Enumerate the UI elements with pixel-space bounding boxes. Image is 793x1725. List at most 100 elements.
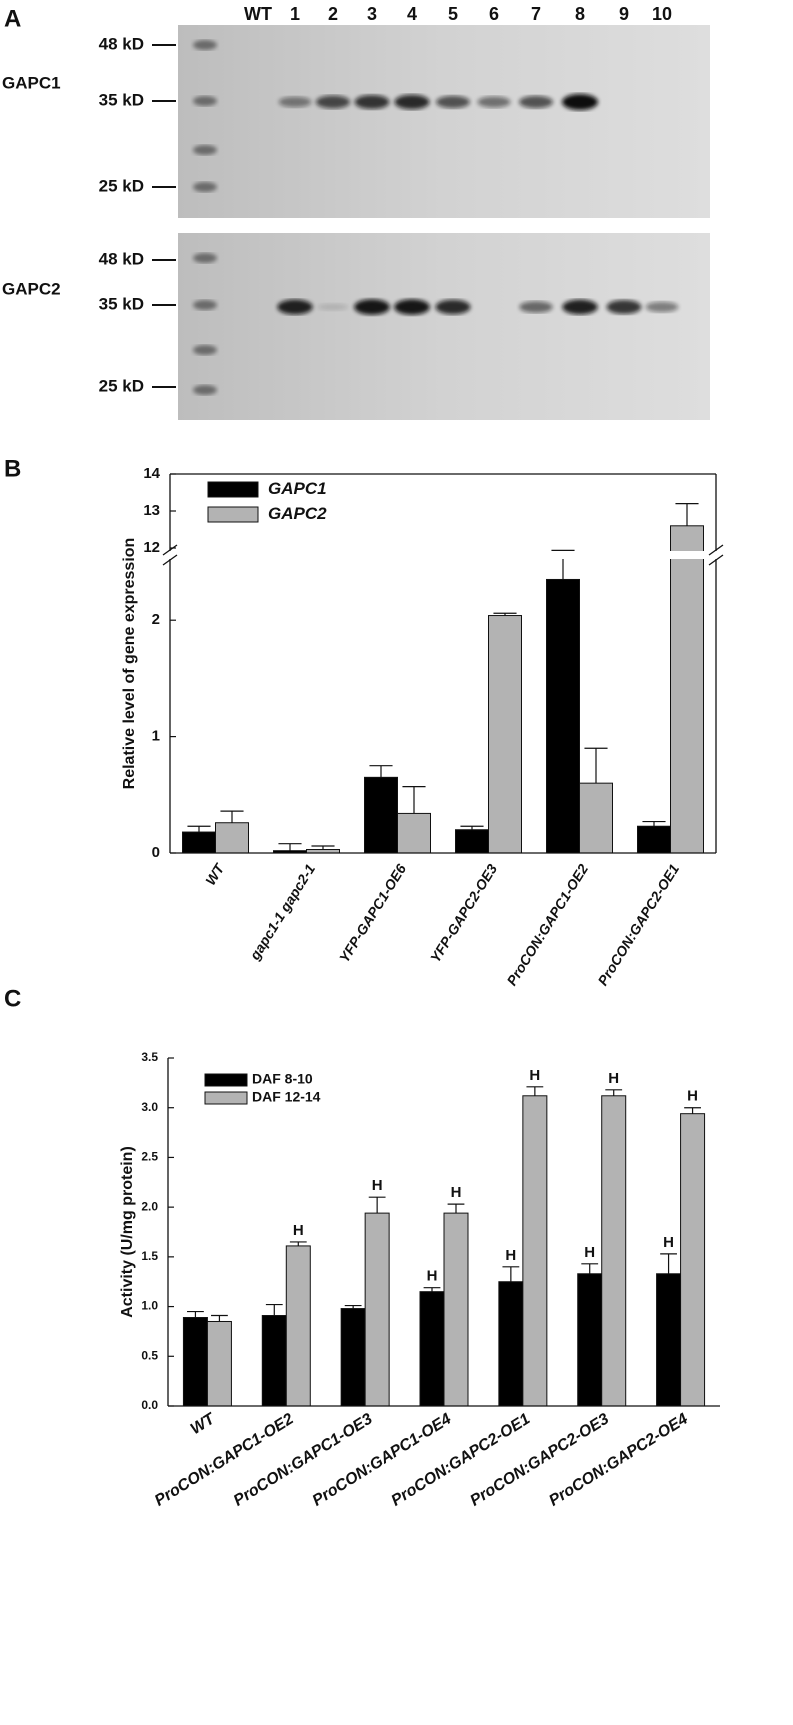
x-tick-label: WT [202,860,228,888]
blot-row-label: GAPC1 [2,73,61,92]
axis-break-mark [708,544,724,556]
lane-label: 2 [328,4,338,24]
y-tick-label: 2 [152,611,160,628]
y-tick-label: 13 [143,502,160,519]
bar [637,825,671,854]
y-tick-label: 3.5 [141,1050,158,1064]
bar [522,1095,548,1407]
x-tick-label: ProCON:GAPC2-OE4 [546,1411,691,1510]
bar [498,1281,524,1407]
significance-label: H [372,1177,383,1194]
marker-label: 48 kD [99,249,144,268]
ladder-band [193,96,217,106]
protein-band [436,95,470,109]
legend-swatch [204,1073,248,1087]
legend-swatch [207,506,259,523]
y-tick-label: 14 [143,465,160,482]
significance-label: H [663,1234,674,1251]
marker-label: 48 kD [99,34,144,53]
y-tick-label: 3.0 [141,1100,158,1114]
significance-label: H [505,1247,516,1264]
axis-break-mark [162,544,178,556]
protein-band [317,303,349,311]
ladder-band [193,385,217,395]
y-tick-label: 2.0 [141,1199,158,1213]
ladder-band [193,40,217,50]
x-tick-label: ProCON:GAPC1-OE4 [310,1411,455,1510]
legend-swatch [207,481,259,498]
x-tick-label: YFP-GAPC2-OE3 [427,861,500,965]
protein-band [562,299,598,315]
y-tick-label: 0 [152,844,160,861]
ladder-band [193,253,217,263]
protein-band [562,94,598,110]
legend-label: GAPC2 [268,504,327,523]
x-tick-label: ProCON:GAPC1-OE2 [503,861,591,988]
bar [364,1212,390,1407]
protein-band [435,299,471,315]
panel-label: B [4,455,21,482]
bar [261,1315,287,1407]
x-tick-label: WT [188,1410,219,1438]
significance-label: H [584,1244,595,1261]
axis-break-mark [162,554,178,566]
marker-label: 25 kD [99,176,144,195]
panel-label: A [4,5,21,32]
bar [579,782,613,854]
bar [364,776,398,854]
protein-band [606,300,642,314]
y-tick-label: 1.5 [141,1249,158,1263]
x-tick-label: YFP-GAPC1-OE6 [336,861,409,965]
bar [397,812,431,854]
significance-label: H [427,1268,438,1285]
lane-label: 10 [652,4,672,24]
legend-label: DAF 8-10 [252,1071,313,1087]
bar [340,1308,366,1407]
blot-membrane [178,233,710,420]
significance-label: H [529,1067,540,1084]
significance-label: H [451,1184,462,1201]
marker-label: 25 kD [99,376,144,395]
bar [285,1245,311,1407]
x-tick-label: ProCON:GAPC1-OE2 [152,1411,297,1510]
protein-band [519,95,553,109]
significance-label: H [687,1088,698,1105]
lane-label: 4 [407,4,417,24]
protein-band [278,96,312,108]
x-tick-label: gapc1-1 gapc2-1 [246,861,318,964]
significance-label: H [608,1070,619,1087]
blot-membrane [178,25,710,218]
blot-row-label: GAPC2 [2,279,61,298]
y-tick-label: 1.0 [141,1299,158,1313]
ladder-band [193,300,217,310]
bar [670,525,704,854]
bar [206,1320,232,1407]
lane-label: 3 [367,4,377,24]
x-tick-label: ProCON:GAPC2-OE1 [594,861,682,988]
ladder-band [193,182,217,192]
protein-band [394,299,430,315]
lane-label: 8 [575,4,585,24]
bar [680,1113,706,1407]
legend-label: GAPC1 [268,479,327,498]
x-tick-label: ProCON:GAPC2-OE3 [467,1411,612,1510]
protein-band [315,95,351,109]
y-axis-title: Relative level of gene expression [121,538,138,790]
significance-label: H [293,1222,304,1239]
bar [443,1212,469,1407]
lane-label: 1 [290,4,300,24]
ladder-band [193,145,217,155]
x-tick-label: ProCON:GAPC1-OE3 [231,1411,376,1510]
axis-break-mark [708,554,724,566]
lane-label: 7 [531,4,541,24]
legend-swatch [204,1091,248,1105]
y-tick-label: 2.5 [141,1150,158,1164]
bar [656,1273,682,1407]
y-tick-label: 0.0 [141,1398,158,1412]
lane-label: 5 [448,4,458,24]
bar [419,1291,445,1407]
protein-band [645,301,679,313]
marker-label: 35 kD [99,90,144,109]
